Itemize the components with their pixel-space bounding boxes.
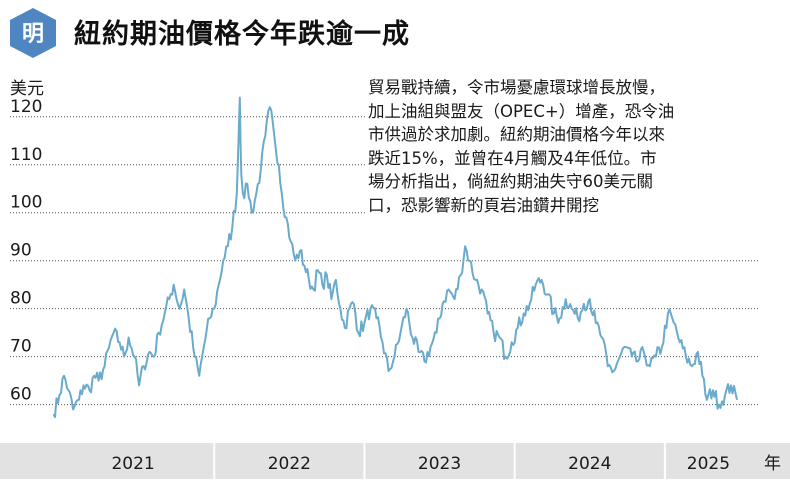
x-tick-label: 2022 bbox=[268, 454, 311, 474]
newspaper-logo-icon: 明 bbox=[10, 8, 56, 58]
y-tick-label: 120 bbox=[10, 97, 42, 117]
caption-line: 市供過於求加劇。紐約期油價格今年以來 bbox=[368, 125, 665, 144]
logo-hexagon bbox=[10, 8, 56, 58]
y-tick-label: 70 bbox=[10, 337, 32, 357]
chart-title: 紐約期油價格今年跌逾一成 bbox=[74, 19, 410, 50]
caption-line: 場分析指出，倘紐約期油失守60美元關 bbox=[368, 172, 653, 191]
caption-line: 加上油組與盟友（OPEC+）增產，恐令油 bbox=[368, 101, 675, 121]
caption-line: 貿易戰持續，令市場憂慮環球增長放慢， bbox=[368, 78, 665, 97]
x-tick-label: 2024 bbox=[568, 454, 611, 474]
x-tick-label: 2025 bbox=[687, 454, 730, 474]
x-tick-label: 2021 bbox=[111, 454, 154, 474]
caption-line: 口，恐影響新的頁岩油鑽井開挖 bbox=[368, 195, 599, 215]
series-line-oil-price bbox=[52, 96, 738, 419]
y-tick-label: 90 bbox=[10, 241, 32, 261]
x-tick-label: 2023 bbox=[418, 454, 461, 474]
y-axis-unit-label: 美元 bbox=[10, 79, 44, 99]
x-axis-band bbox=[0, 443, 790, 479]
y-tick-label: 100 bbox=[10, 193, 42, 213]
caption-line: 跌近15%，並曾在4月觸及4年低位。市 bbox=[368, 148, 657, 168]
y-tick-label: 60 bbox=[10, 385, 32, 405]
y-tick-label: 110 bbox=[10, 145, 42, 165]
y-axis-tick-labels: 60 70 80 90 100 110 120 bbox=[10, 97, 42, 405]
x-axis-unit-label: 年 bbox=[764, 454, 781, 474]
y-tick-label: 80 bbox=[10, 289, 32, 309]
x-axis-category-labels: 2021 2022 2023 2024 2025 bbox=[111, 443, 730, 479]
caption-text-box: 貿易戰持續，令市場憂慮環球增長放慢， 加上油組與盟友（OPEC+）增產，恐令油 … bbox=[366, 74, 782, 221]
logo-text: 明 bbox=[22, 22, 44, 47]
